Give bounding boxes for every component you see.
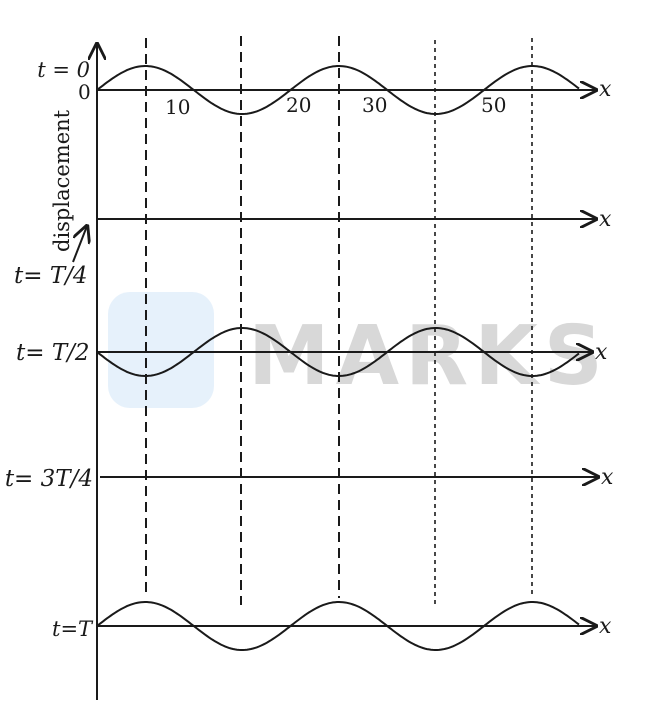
x-tick-label: 20 (286, 93, 311, 117)
time-label-t0: t = 0 (37, 58, 90, 82)
pointer-arrow (72, 226, 87, 263)
x-axis-symbol: x (599, 77, 612, 102)
time-label-t1: t= T/4 (14, 263, 88, 289)
x-tick-label: 50 (481, 93, 506, 117)
x-axis-symbol: x (599, 207, 612, 232)
displacement-label: displacement (50, 109, 74, 252)
x-axes (97, 90, 598, 626)
wave-curve-t0 (96, 65, 580, 115)
x-tick-label: 30 (362, 93, 387, 117)
guide-lines (145, 36, 533, 605)
x-axis-symbol: x (595, 340, 608, 365)
watermark-logo (108, 292, 214, 408)
wave-curve-t2 (96, 327, 580, 377)
wave-curve-t4 (96, 601, 580, 651)
x-tick-label: 10 (165, 95, 190, 119)
watermark-text: MARKS (248, 309, 609, 404)
watermark: MARKS (108, 292, 609, 408)
time-label-t2: t= T/2 (16, 340, 90, 366)
x-axis-symbol: x (601, 465, 614, 490)
time-label-t3: t= 3T/4 (5, 466, 93, 492)
origin-label: 0 (78, 80, 91, 104)
x-axis-symbol: x (599, 614, 612, 639)
time-label-t4: t=T (52, 617, 94, 641)
